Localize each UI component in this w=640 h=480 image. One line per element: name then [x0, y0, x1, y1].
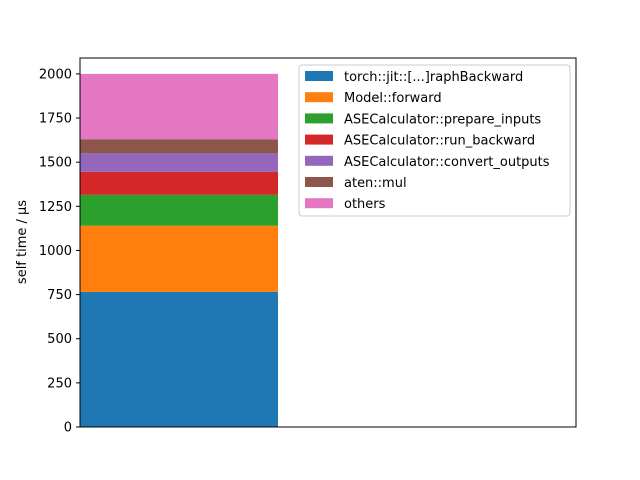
bar-segment-6: [80, 139, 278, 154]
bar-segment-4: [80, 171, 278, 195]
axes-frame: [79, 57, 577, 428]
legend-swatch-1: [305, 71, 333, 81]
y-axis-label: self time / µs: [15, 200, 30, 284]
y-tick-label: 2000: [39, 67, 72, 82]
legend-label-6: aten::mul: [344, 176, 407, 191]
y-tick-label: 750: [47, 288, 72, 303]
y-tick-label: 0: [64, 421, 72, 436]
legend-swatch-5: [305, 155, 333, 166]
y-axis-ticks: 0 250 500 750 1000 1250 1500 1750 2000: [39, 67, 80, 436]
bar-segment-2: [80, 225, 278, 292]
y-tick-label: 1000: [39, 244, 72, 259]
bar-segment-5: [80, 153, 278, 172]
legend-label-3: ASECalculator::prepare_inputs: [344, 112, 541, 127]
legend-label-7: others: [344, 197, 386, 212]
legend-swatch-3: [305, 113, 333, 124]
y-tick-label: 1250: [39, 200, 72, 215]
y-tick-label: 1500: [39, 156, 72, 171]
legend-label-2: Model::forward: [344, 91, 442, 106]
legend-label-1: torch::jit::[...]raphBackward: [344, 70, 523, 85]
y-tick-label: 1750: [39, 112, 72, 127]
legend: torch::jit::[...]raphBackwardModel::forw…: [298, 64, 571, 217]
legend-swatch-4: [305, 134, 333, 145]
legend-label-5: ASECalculator::convert_outputs: [344, 155, 550, 170]
bar-segment-3: [80, 194, 278, 226]
legend-label-4: ASECalculator::run_backward: [344, 134, 535, 149]
bar-segments: [80, 73, 278, 427]
legend-box: [298, 64, 571, 217]
legend-swatch-6: [305, 177, 333, 187]
y-tick-label: 250: [47, 376, 72, 391]
bar-segment-7: [80, 73, 278, 140]
y-tick-label: 500: [47, 332, 72, 347]
bar-segment-1: [80, 291, 278, 427]
legend-swatch-7: [305, 198, 333, 209]
legend-swatch-2: [305, 92, 333, 103]
